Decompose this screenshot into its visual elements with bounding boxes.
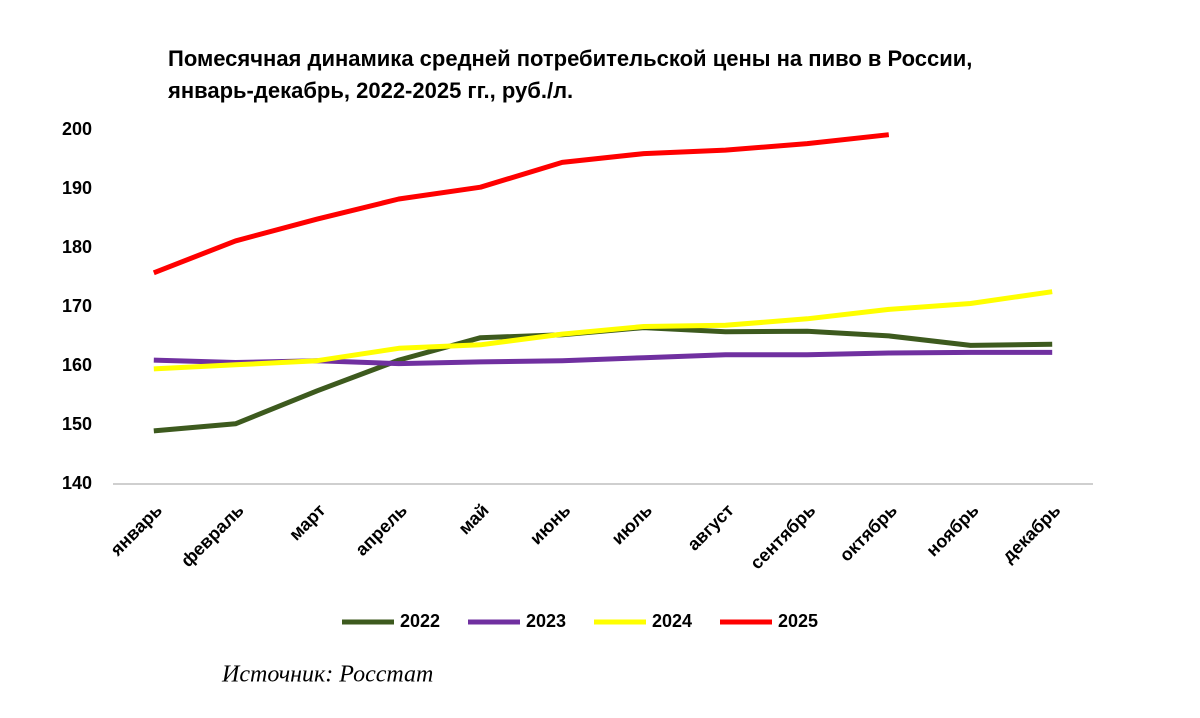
x-tick-label: август	[683, 500, 738, 555]
x-tick-label: май	[454, 500, 492, 538]
source-note: Источник: Росстат	[221, 662, 433, 688]
series-line	[153, 289, 1053, 372]
y-tick-label: 140	[62, 473, 92, 493]
x-tick-label: октябрь	[836, 500, 901, 565]
x-tick-label: март	[285, 500, 329, 544]
chart-title: Помесячная динамика средней потребительс…	[168, 46, 972, 71]
chart-title: январь-декабрь, 2022-2025 гг., руб./л.	[167, 78, 573, 103]
legend-label: 2022	[400, 611, 440, 631]
legend-label: 2024	[652, 611, 692, 631]
x-tick-label: апрель	[351, 500, 411, 560]
legend-label: 2025	[778, 611, 818, 631]
x-tick-label: сентябрь	[746, 500, 819, 573]
series-line	[153, 325, 1053, 434]
y-tick-label: 190	[62, 178, 92, 198]
y-tick-label: 180	[62, 237, 92, 257]
x-tick-label: февраль	[177, 500, 248, 571]
y-tick-label: 170	[62, 296, 92, 316]
y-tick-label: 200	[62, 119, 92, 139]
x-tick-label: январь	[106, 500, 166, 560]
legend-label: 2023	[526, 611, 566, 631]
series-line	[152, 132, 890, 276]
x-tick-label: ноябрь	[922, 500, 982, 560]
x-tick-label: июль	[608, 500, 656, 548]
y-tick-label: 160	[62, 355, 92, 375]
y-tick-label: 150	[62, 414, 92, 434]
x-tick-label: июнь	[526, 500, 574, 548]
x-tick-label: декабрь	[998, 500, 1064, 566]
